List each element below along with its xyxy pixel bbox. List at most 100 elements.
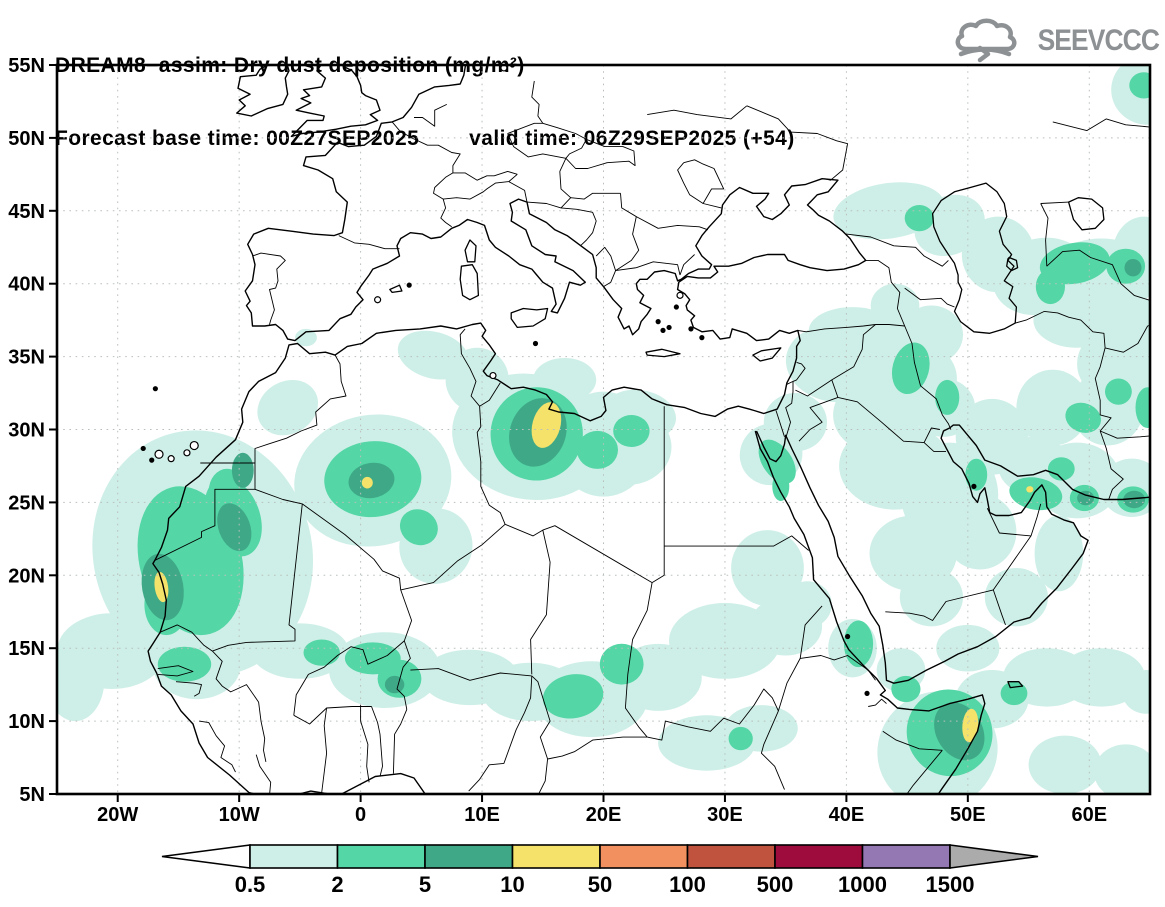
- y-axis-label: 20N: [8, 565, 45, 587]
- country-border: [624, 582, 653, 738]
- colorbar-segment: [249, 844, 339, 869]
- country-border: [507, 122, 587, 159]
- colorbar-segment: [599, 844, 689, 869]
- country-border: [371, 706, 383, 777]
- coastline: [236, 65, 290, 117]
- country-border: [636, 216, 709, 231]
- water-body-outline: [752, 347, 782, 362]
- country-border: [1015, 310, 1106, 348]
- country-border: [538, 736, 648, 794]
- island: [406, 282, 412, 288]
- country-border: [255, 754, 272, 794]
- island: [189, 440, 199, 451]
- coastline: [147, 65, 867, 794]
- colorbar-tick-label: 50: [588, 872, 612, 897]
- colorbar-segment: [424, 844, 514, 869]
- country-border: [1104, 324, 1150, 353]
- colorbar-tick-label: 2: [331, 872, 343, 897]
- coastline: [754, 430, 986, 794]
- country-border: [175, 681, 202, 697]
- country-border: [414, 103, 447, 127]
- island: [183, 449, 191, 457]
- country-border: [212, 503, 303, 652]
- x-axis-label: 0: [355, 804, 366, 826]
- colorbar-segment: [336, 844, 426, 869]
- coastline: [755, 424, 1150, 684]
- country-border: [530, 530, 551, 675]
- country-border: [615, 193, 681, 276]
- island: [688, 326, 694, 332]
- island: [673, 304, 679, 310]
- country-border: [651, 406, 665, 583]
- country-border: [846, 233, 949, 267]
- country-border: [786, 361, 806, 385]
- colorbar-tick-label: 1500: [926, 872, 975, 897]
- island: [149, 457, 155, 463]
- country-border: [560, 207, 597, 247]
- country-border: [559, 171, 572, 199]
- country-border: [199, 720, 236, 773]
- colorbar-tick-label: 500: [757, 872, 794, 897]
- country-border: [531, 80, 544, 124]
- country-border: [508, 181, 528, 203]
- x-axis-label: 60E: [1071, 804, 1107, 826]
- country-border: [391, 121, 518, 181]
- island: [374, 296, 382, 304]
- country-border: [797, 324, 905, 333]
- country-border: [392, 709, 408, 774]
- colorbar-tick-label: 5: [419, 872, 431, 897]
- y-axis-label: 25N: [8, 492, 45, 514]
- country-border: [360, 705, 370, 783]
- country-border: [885, 503, 1042, 621]
- water-body-outline: [1006, 256, 1019, 272]
- y-axis-label: 10N: [8, 711, 45, 733]
- x-axis-label: 10W: [219, 804, 260, 826]
- x-axis-label: 20W: [97, 804, 138, 826]
- island: [167, 455, 175, 463]
- country-border: [157, 665, 194, 677]
- island: [666, 324, 672, 331]
- dust-shading: [57, 65, 1150, 794]
- country-border: [831, 379, 940, 444]
- country-border: [293, 706, 372, 725]
- country-border: [603, 270, 617, 287]
- graticule: [57, 65, 1150, 794]
- island: [154, 449, 164, 459]
- colorbar-segment: [861, 844, 951, 869]
- island: [532, 340, 539, 347]
- basemap: [140, 65, 1150, 794]
- colorbar-segment: [774, 844, 864, 869]
- y-axis-label: 45N: [8, 201, 45, 223]
- country-border: [252, 252, 286, 325]
- country-border: [679, 254, 695, 276]
- axes: 20W 10W 0 10E 20E 30E 40E 50E 60E 55N 50N 45N 40N 35N…: [8, 55, 1107, 826]
- country-border: [565, 138, 636, 169]
- valid-time: valid time: 06Z29SEP2025 (+54): [469, 127, 795, 150]
- island: [971, 483, 977, 489]
- country-border: [559, 158, 567, 172]
- x-axis-label: 30E: [707, 804, 743, 826]
- colorbar-right-arrow: [949, 844, 1039, 869]
- x-axis-label: 10E: [464, 804, 500, 826]
- island: [864, 690, 870, 696]
- colorbar-tick-label: 100: [669, 872, 706, 897]
- country-border: [504, 523, 653, 583]
- country-border: [526, 192, 621, 209]
- country-border: [760, 710, 785, 790]
- island: [660, 327, 666, 333]
- country-border: [459, 328, 506, 525]
- logo-text: SEEVCCC: [1037, 24, 1160, 57]
- country-border: [647, 105, 748, 120]
- y-axis-label: 50N: [8, 128, 45, 150]
- colorbar-segment: [511, 844, 601, 869]
- colorbar-tick-label: 1000: [838, 872, 887, 897]
- country-border: [775, 410, 785, 437]
- colorbar-segment: [686, 844, 776, 869]
- country-border: [865, 259, 906, 327]
- country-border: [410, 668, 532, 681]
- country-border: [338, 235, 400, 250]
- country-border: [479, 382, 501, 407]
- country-border: [923, 442, 946, 452]
